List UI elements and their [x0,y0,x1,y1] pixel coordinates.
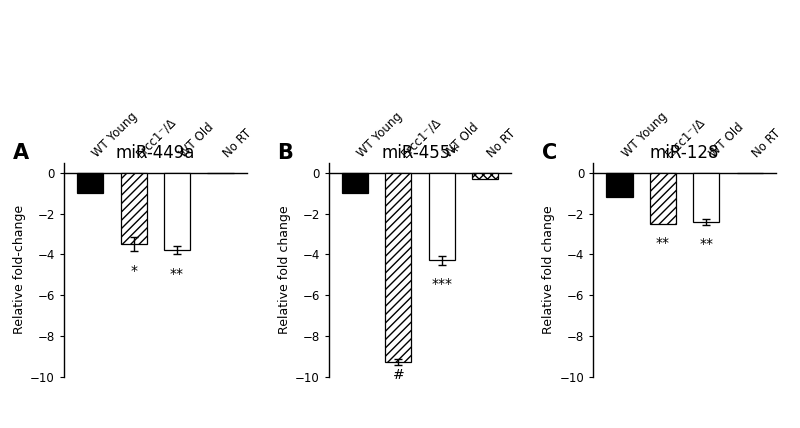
Bar [606,173,633,197]
Text: **: ** [699,237,714,251]
Bar [342,173,368,193]
Text: No RT: No RT [750,127,783,160]
Bar [650,173,676,224]
Text: WT Old: WT Old [177,121,217,160]
Bar [386,173,411,363]
Bar [429,173,454,261]
Title: miR-449a: miR-449a [115,145,195,163]
Text: WT Old: WT Old [442,121,481,160]
Text: WT Young: WT Young [90,110,140,160]
Text: Ercc1⁻/Δ: Ercc1⁻/Δ [134,116,178,160]
Bar [472,173,498,179]
Bar [694,173,719,222]
Text: No RT: No RT [486,127,518,160]
Text: C: C [542,143,558,163]
Bar [164,173,190,250]
Text: #: # [392,369,404,383]
Text: A: A [13,143,29,163]
Text: No RT: No RT [221,127,254,160]
Y-axis label: Relative fold-change: Relative fold-change [13,205,26,334]
Bar [121,173,146,244]
Text: Ercc1⁻/Δ: Ercc1⁻/Δ [663,116,708,160]
Text: B: B [278,143,294,163]
Text: Ercc1⁻/Δ: Ercc1⁻/Δ [398,116,443,160]
Text: **: ** [170,267,184,281]
Text: WT Young: WT Young [619,110,670,160]
Y-axis label: Relative fold change: Relative fold change [278,205,290,334]
Text: WT Old: WT Old [706,121,746,160]
Text: WT Young: WT Young [354,110,405,160]
Title: miR-128: miR-128 [650,145,719,163]
Text: ***: *** [431,277,452,291]
Bar [77,173,103,193]
Y-axis label: Relative fold change: Relative fold change [542,205,555,334]
Text: *: * [130,264,137,277]
Text: **: ** [656,236,670,250]
Title: miR-455*: miR-455* [381,145,459,163]
